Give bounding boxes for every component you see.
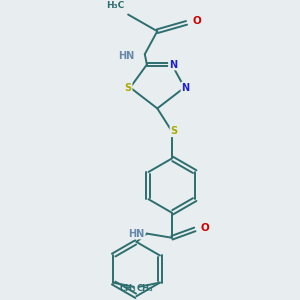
Text: HN: HN (128, 229, 145, 238)
Text: S: S (170, 126, 178, 136)
Text: CH₃: CH₃ (119, 284, 136, 293)
Text: O: O (201, 224, 210, 233)
Text: H₃C: H₃C (106, 1, 124, 10)
Text: CH₃: CH₃ (137, 284, 154, 293)
Text: N: N (182, 82, 190, 92)
Text: HN: HN (118, 51, 134, 61)
Text: S: S (124, 82, 132, 92)
Text: N: N (169, 60, 177, 70)
Text: O: O (193, 16, 201, 26)
